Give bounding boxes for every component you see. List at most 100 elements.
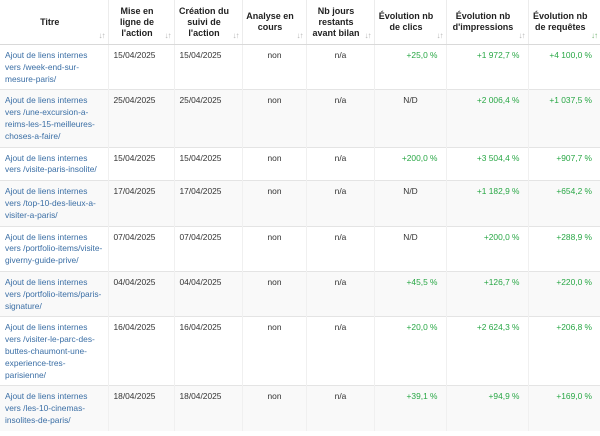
cell-mise-en-ligne: 17/04/2025 [108,180,175,227]
cell-title: Ajout de liens internes vers /visiter-le… [0,316,109,386]
cell-evolution-impressions: +200,0 % [446,225,529,272]
cell-analyse-en-cours: non [242,316,307,386]
cell-jours-restants: n/a [306,385,375,431]
sort-arrows-icon[interactable]: ↓↑ [436,31,444,40]
cell-mise-en-ligne: 15/04/2025 [108,43,175,90]
cell-evolution-impressions: +1 182,9 % [446,180,529,227]
column-header-label: Analyse en cours [246,11,294,32]
cell-evolution-impressions: +3 504,4 % [446,146,529,181]
cell-evolution-impressions: +126,7 % [446,270,529,317]
cell-creation-suivi: 04/04/2025 [174,270,243,317]
cell-evolution-requetes: +288,9 % [528,225,600,272]
cell-jours-restants: n/a [306,180,375,227]
cell-title: Ajout de liens internes vers /portfolio-… [0,225,109,272]
cell-evolution-clics: N/D [374,180,447,227]
sort-arrows-icon[interactable]: ↓↑ [232,31,240,40]
cell-title: Ajout de liens internes vers /visite-par… [0,146,109,181]
column-header-jours-restants[interactable]: Nb jours restants avant bilan ↓↑ [306,0,375,45]
cell-evolution-requetes: +654,2 % [528,180,600,227]
sort-arrows-icon[interactable]: ↓↑ [518,31,526,40]
table-body: Ajout de liens internes vers /week-end-s… [0,43,600,431]
cell-title: Ajout de liens internes vers /week-end-s… [0,43,109,90]
cell-analyse-en-cours: non [242,270,307,317]
cell-mise-en-ligne: 04/04/2025 [108,270,175,317]
column-header-creation-suivi[interactable]: Création du suivi de l'action ↓↑ [174,0,243,45]
cell-evolution-requetes: +206,8 % [528,316,600,386]
column-header-label: Évolution nb d'impressions [452,11,514,32]
table-row: Ajout de liens internes vers /visite-par… [0,146,600,181]
sort-arrows-icon[interactable]: ↓↑ [364,31,372,40]
column-header-evolution-impressions[interactable]: Évolution nb d'impressions ↓↑ [446,0,529,45]
cell-creation-suivi: 18/04/2025 [174,385,243,431]
cell-jours-restants: n/a [306,270,375,317]
table-row: Ajout de liens internes vers /les-10-cin… [0,385,600,431]
cell-title: Ajout de liens internes vers /une-excurs… [0,89,109,148]
column-header-analyse-en-cours[interactable]: Analyse en cours ↓↑ [242,0,307,45]
table-row: Ajout de liens internes vers /top-10-des… [0,180,600,227]
column-header-mise-en-ligne[interactable]: Mise en ligne de l'action ↓↑ [108,0,175,45]
cell-evolution-requetes: +4 100,0 % [528,43,600,90]
table-row: Ajout de liens internes vers /une-excurs… [0,89,600,148]
cell-evolution-requetes: +907,7 % [528,146,600,181]
cell-title: Ajout de liens internes vers /les-10-cin… [0,385,109,431]
cell-creation-suivi: 16/04/2025 [174,316,243,386]
action-title-link[interactable]: Ajout de liens internes vers /top-10-des… [5,186,96,220]
cell-evolution-clics: +20,0 % [374,316,447,386]
cell-evolution-requetes: +220,0 % [528,270,600,317]
action-title-link[interactable]: Ajout de liens internes vers /visiter-le… [5,322,95,380]
cell-evolution-impressions: +1 972,7 % [446,43,529,90]
cell-creation-suivi: 15/04/2025 [174,43,243,90]
column-header-label: Mise en ligne de l'action [119,5,154,38]
table-header-row: Titre ↓↑ Mise en ligne de l'action ↓↑ Créati… [0,0,600,45]
cell-mise-en-ligne: 16/04/2025 [108,316,175,386]
cell-analyse-en-cours: non [242,89,307,148]
cell-evolution-clics: +39,1 % [374,385,447,431]
column-header-titre[interactable]: Titre ↓↑ [0,0,109,45]
sort-arrows-icon[interactable]: ↓↑ [296,31,304,40]
action-title-link[interactable]: Ajout de liens internes vers /visite-par… [5,152,97,175]
action-title-link[interactable]: Ajout de liens internes vers /portfolio-… [5,231,103,266]
cell-analyse-en-cours: non [242,385,307,431]
column-header-label: Titre [40,16,60,27]
cell-mise-en-ligne: 18/04/2025 [108,385,175,431]
cell-title: Ajout de liens internes vers /top-10-des… [0,180,109,227]
cell-mise-en-ligne: 07/04/2025 [108,225,175,272]
table-row: Ajout de liens internes vers /portfolio-… [0,270,600,317]
column-header-label: Création du suivi de l'action [178,5,229,38]
column-header-label: Évolution nb de clics [378,11,434,32]
cell-evolution-clics: N/D [374,225,447,272]
cell-creation-suivi: 17/04/2025 [174,180,243,227]
cell-jours-restants: n/a [306,225,375,272]
action-title-link[interactable]: Ajout de liens internes vers /portfolio-… [5,276,102,311]
action-title-link[interactable]: Ajout de liens internes vers /week-end-s… [5,50,88,84]
cell-creation-suivi: 07/04/2025 [174,225,243,272]
column-header-label: Nb jours restants avant bilan [312,5,360,38]
action-title-link[interactable]: Ajout de liens internes vers /les-10-cin… [5,391,88,425]
cell-analyse-en-cours: non [242,225,307,272]
cell-jours-restants: n/a [306,43,375,90]
sort-arrows-icon[interactable]: ↓↑ [591,31,598,40]
cell-creation-suivi: 25/04/2025 [174,89,243,148]
cell-evolution-clics: N/D [374,89,447,148]
cell-evolution-impressions: +2 006,4 % [446,89,529,148]
cell-analyse-en-cours: non [242,43,307,90]
cell-jours-restants: n/a [306,89,375,148]
cell-jours-restants: n/a [306,146,375,181]
column-header-label: Évolution nb de requêtes [533,11,588,32]
column-header-evolution-clics[interactable]: Évolution nb de clics ↓↑ [374,0,447,45]
cell-mise-en-ligne: 15/04/2025 [108,146,175,181]
table-row: Ajout de liens internes vers /portfolio-… [0,225,600,272]
cell-evolution-requetes: +169,0 % [528,385,600,431]
cell-evolution-clics: +45,5 % [374,270,447,317]
cell-jours-restants: n/a [306,316,375,386]
sort-arrows-icon[interactable]: ↓↑ [98,31,106,40]
cell-evolution-requetes: +1 037,5 % [528,89,600,148]
column-header-evolution-requetes[interactable]: Évolution nb de requêtes ↓↑ [528,0,600,45]
sort-arrows-icon[interactable]: ↓↑ [164,31,172,40]
cell-analyse-en-cours: non [242,180,307,227]
cell-evolution-clics: +25,0 % [374,43,447,90]
action-title-link[interactable]: Ajout de liens internes vers /une-excurs… [5,95,95,141]
cell-evolution-impressions: +2 624,3 % [446,316,529,386]
cell-evolution-impressions: +94,9 % [446,385,529,431]
